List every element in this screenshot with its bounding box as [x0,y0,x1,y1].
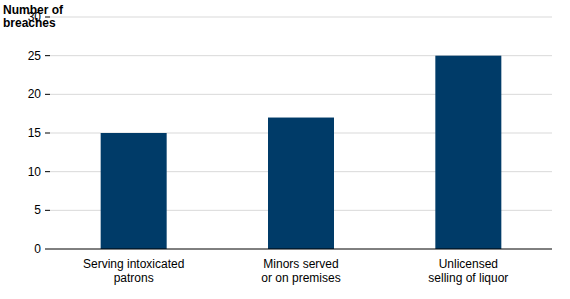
bar [101,133,167,249]
y-tick [45,171,50,172]
y-tick-label: 5 [34,203,41,217]
bar [268,118,334,249]
x-tick-label: Serving intoxicatedpatrons [83,257,184,285]
text-line: selling of liquor [428,271,508,285]
y-tick-label: 10 [28,165,42,179]
y-tick [45,55,50,56]
text-line: patrons [114,271,154,285]
grid-line [50,17,552,18]
x-axis-line [50,249,552,250]
y-tick-label: 0 [34,242,41,256]
text-line: Serving intoxicated [83,257,184,271]
y-tick [45,210,50,211]
x-tick-label: Minors servedor on premises [261,257,340,285]
y-tick [45,94,50,95]
text-line: Unlicensed [439,257,498,271]
y-tick-label: 15 [28,126,42,140]
bars [101,56,502,249]
text-line: Minors served [263,257,338,271]
y-tick-label: 25 [28,49,42,63]
bar [435,56,501,249]
y-tick [45,17,50,18]
chart: Number ofbreaches051015202530Serving int… [0,0,570,299]
y-tick-label: 30 [28,10,42,24]
y-tick [45,133,50,134]
text-line: or on premises [261,271,340,285]
x-tick-label: Unlicensedselling of liquor [428,257,508,285]
y-tick [45,249,50,250]
y-tick-label: 20 [28,87,42,101]
